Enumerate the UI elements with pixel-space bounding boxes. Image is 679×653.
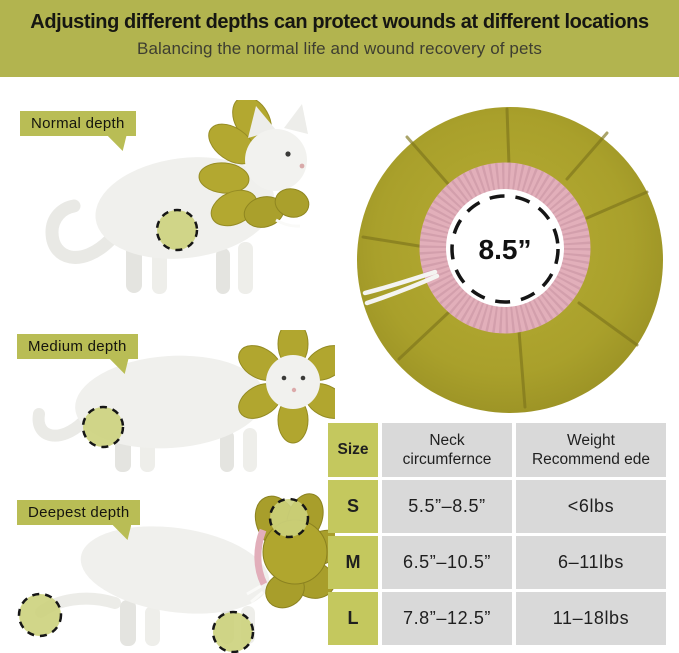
inner-diameter-dashed-circle <box>450 194 560 304</box>
label-medium-depth: Medium depth <box>17 334 138 374</box>
page-subtitle: Balancing the normal life and wound reco… <box>137 39 542 58</box>
cat-tail <box>32 408 89 442</box>
cat-photo-deepest-depth <box>17 493 335 653</box>
cat-body <box>80 526 270 614</box>
label-normal-depth: Normal depth <box>20 111 136 151</box>
table-header-neck: Neck circumfernce <box>382 423 512 477</box>
cat-tail <box>45 199 117 264</box>
drawstring <box>246 584 264 604</box>
wound-highlight-circle <box>268 497 310 539</box>
collar-top-view: 8.5” <box>357 107 663 413</box>
table-row-size: M <box>328 536 378 589</box>
table-row-size: S <box>328 480 378 533</box>
collar-pink-ring <box>419 162 591 334</box>
collar-opening <box>446 189 564 307</box>
table-row-weight: <6lbs <box>516 480 666 533</box>
drawstring <box>275 218 301 228</box>
collar-pink-band <box>254 528 268 586</box>
table-header-size: Size <box>328 423 378 477</box>
table-row-weight: 6–11lbs <box>516 536 666 589</box>
flower-collar-front <box>243 188 310 228</box>
cat-photo-normal-depth <box>45 100 310 294</box>
cat-head <box>266 355 320 409</box>
table-row-neck: 7.8”–12.5” <box>382 592 512 645</box>
cat-photo-medium-depth <box>32 330 335 472</box>
table-row-neck: 6.5”–10.5” <box>382 536 512 589</box>
wound-highlight-circle <box>211 610 255 653</box>
depth-label-text: Medium depth <box>28 338 127 355</box>
cat-head <box>245 104 308 191</box>
diameter-measurement-text: 8.5” <box>479 234 532 265</box>
table-row-size: L <box>328 592 378 645</box>
size-table: Size Neck circumfernce Weight Recommend … <box>328 423 666 645</box>
table-header-weight: Weight Recommend ede <box>516 423 666 477</box>
label-deepest-depth: Deepest depth <box>17 500 141 540</box>
wound-highlight-circle <box>17 592 63 638</box>
cushion-seams <box>361 107 649 409</box>
drawstring <box>362 269 440 306</box>
depth-label-text: Deepest depth <box>28 504 130 521</box>
wound-highlight-circle <box>155 208 199 252</box>
table-row-weight: 11–18lbs <box>516 592 666 645</box>
header-banner: Adjusting different depths can protect w… <box>0 0 679 77</box>
table-row-neck: 5.5”–8.5” <box>382 480 512 533</box>
page-title: Adjusting different depths can protect w… <box>30 11 649 33</box>
depth-label-text: Normal depth <box>31 115 125 132</box>
wound-highlight-circle <box>81 405 125 449</box>
